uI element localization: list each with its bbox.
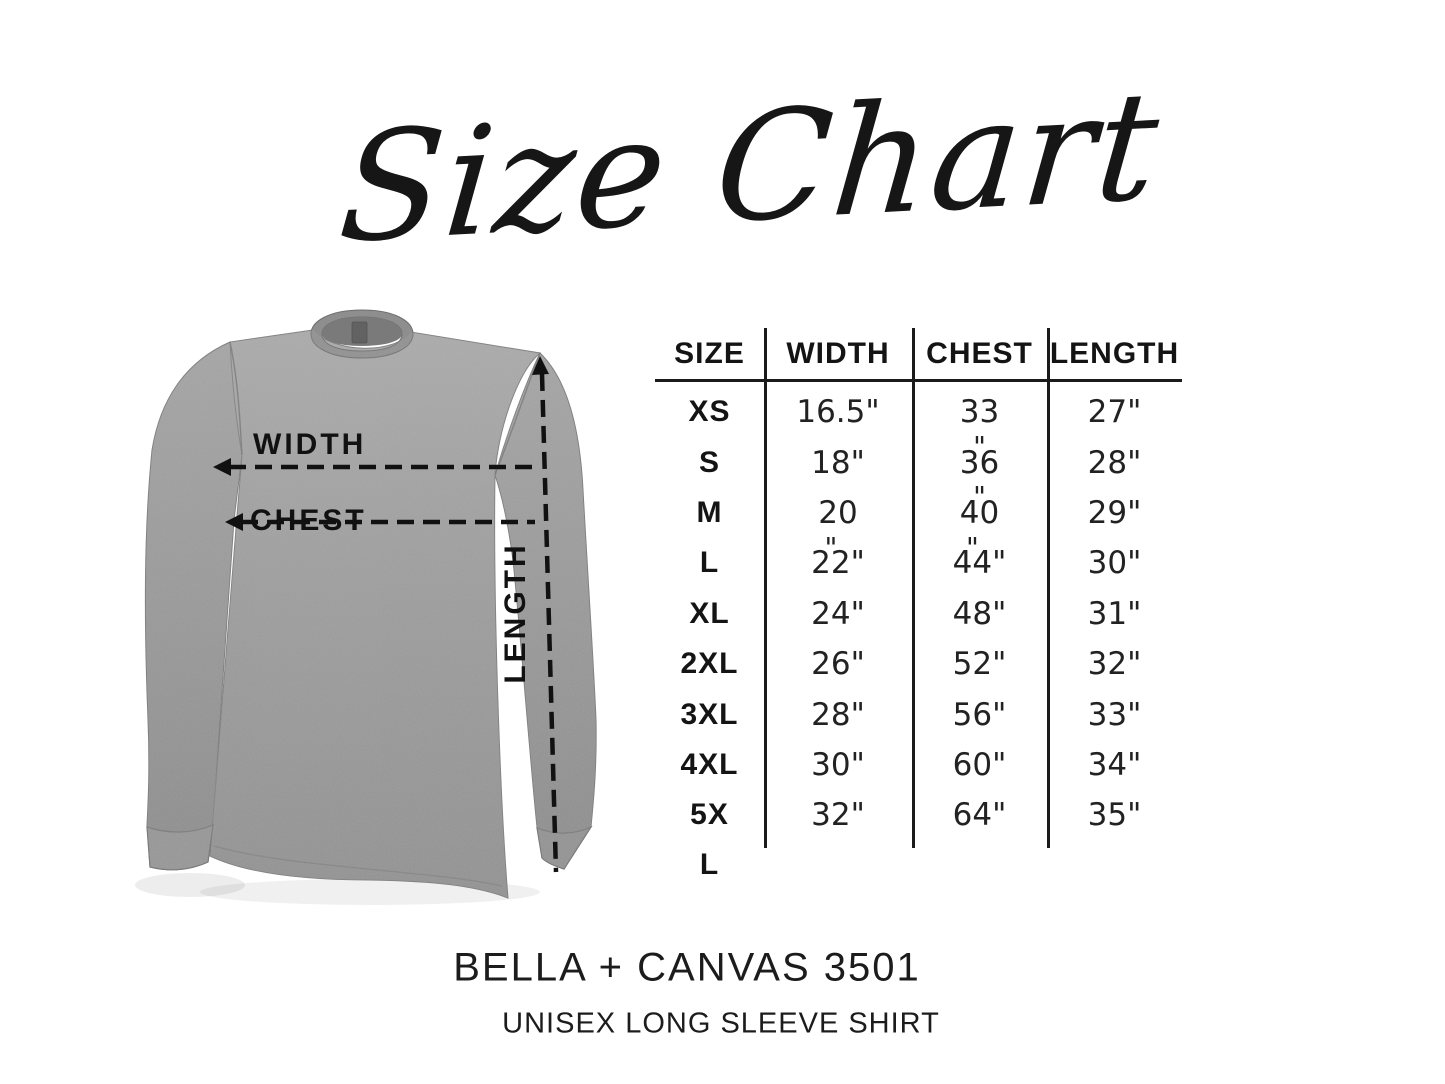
page-title: Size Chart bbox=[333, 59, 1167, 277]
cell-4xl-length: 34" bbox=[1087, 746, 1142, 783]
chest-arrow bbox=[225, 513, 535, 531]
table-divider bbox=[1047, 328, 1050, 848]
table-header-underline bbox=[655, 379, 1182, 382]
size-label-xl: XL bbox=[689, 596, 730, 630]
size-table: SIZE WIDTH CHEST LENGTH XS 16.5" 33 27" S 18" 36 " 2… bbox=[655, 326, 1182, 883]
table-divider bbox=[764, 328, 767, 848]
product-subtitle: UNISEX LONG SLEEVE SHIRT bbox=[502, 1007, 940, 1040]
cell-3xl-width: 28" bbox=[811, 696, 865, 733]
cell-4xl-chest: 60" bbox=[952, 746, 1007, 783]
cell-2xl-width: 26" bbox=[811, 646, 865, 683]
cell-l-chest: 44 " " bbox=[952, 530, 1007, 582]
cell-s-width: 18" bbox=[811, 444, 865, 481]
cell-5x-length: 35" bbox=[1087, 797, 1142, 834]
cell-4xl-width: 30" bbox=[811, 746, 865, 783]
size-label-l: L bbox=[699, 546, 720, 580]
cell-l-chest bbox=[912, 841, 1047, 889]
shirt-diagram: WIDTH CHEST LENGTH bbox=[130, 300, 620, 920]
width-measure-label: WIDTH bbox=[253, 428, 367, 461]
shirt-illustration bbox=[135, 309, 597, 905]
size-label-s: S bbox=[698, 445, 720, 479]
cell-xs-chest: 33 bbox=[959, 394, 1000, 431]
cell-xl-width: 24" bbox=[811, 595, 865, 632]
cell-l-width: 22 " " bbox=[811, 530, 865, 582]
cell-2xl-chest: 52" bbox=[952, 646, 1007, 683]
cell-5x-width: 32" bbox=[811, 797, 865, 834]
cell-s-length: 28" bbox=[1087, 444, 1142, 481]
size-label-5x: 5X bbox=[690, 798, 729, 832]
product-name: BELLA + CANVAS 3501 bbox=[453, 945, 921, 990]
size-label-m: M bbox=[696, 495, 723, 529]
length-measure-label: LENGTH bbox=[499, 542, 532, 684]
size-label-2xl: 2XL bbox=[680, 647, 739, 681]
cell-l-length bbox=[1047, 841, 1182, 889]
collar-tag bbox=[351, 321, 368, 344]
cell-5x-chest: 64" bbox=[952, 797, 1007, 834]
cell-xl-length: 31" bbox=[1087, 595, 1142, 632]
cell-m-width: 20 bbox=[818, 494, 858, 531]
cell-l-length: 30" bbox=[1087, 545, 1142, 582]
size-label-l-wrap: L bbox=[699, 847, 720, 881]
column-header-chest: CHEST bbox=[926, 336, 1033, 370]
cell-l-width bbox=[764, 841, 912, 889]
cell-xl-chest: 48" bbox=[952, 595, 1007, 632]
chest-measure-label: CHEST bbox=[250, 504, 367, 537]
cell-3xl-length: 33" bbox=[1087, 696, 1142, 733]
cell-xs-width: 16.5" bbox=[796, 394, 880, 431]
size-label-3xl: 3XL bbox=[680, 697, 739, 731]
table-divider bbox=[912, 328, 915, 848]
size-label-4xl: 4XL bbox=[680, 747, 739, 781]
column-header-size: SIZE bbox=[674, 336, 745, 370]
cell-xs-length: 27" bbox=[1087, 394, 1142, 431]
cell-m-length: 29" bbox=[1087, 494, 1142, 531]
shirt-shadow bbox=[135, 873, 245, 897]
cell-2xl-length: 32" bbox=[1087, 646, 1142, 683]
cell-s-chest: 36 " bbox=[959, 430, 1000, 481]
width-arrow bbox=[213, 458, 535, 476]
length-arrow bbox=[532, 356, 559, 873]
cell-3xl-chest: 56" bbox=[952, 696, 1007, 733]
size-label-xs: XS bbox=[688, 395, 731, 429]
cell-m-chest: 40 " bbox=[959, 480, 1000, 531]
column-header-length: LENGTH bbox=[1049, 336, 1180, 370]
column-header-width: WIDTH bbox=[786, 336, 890, 370]
